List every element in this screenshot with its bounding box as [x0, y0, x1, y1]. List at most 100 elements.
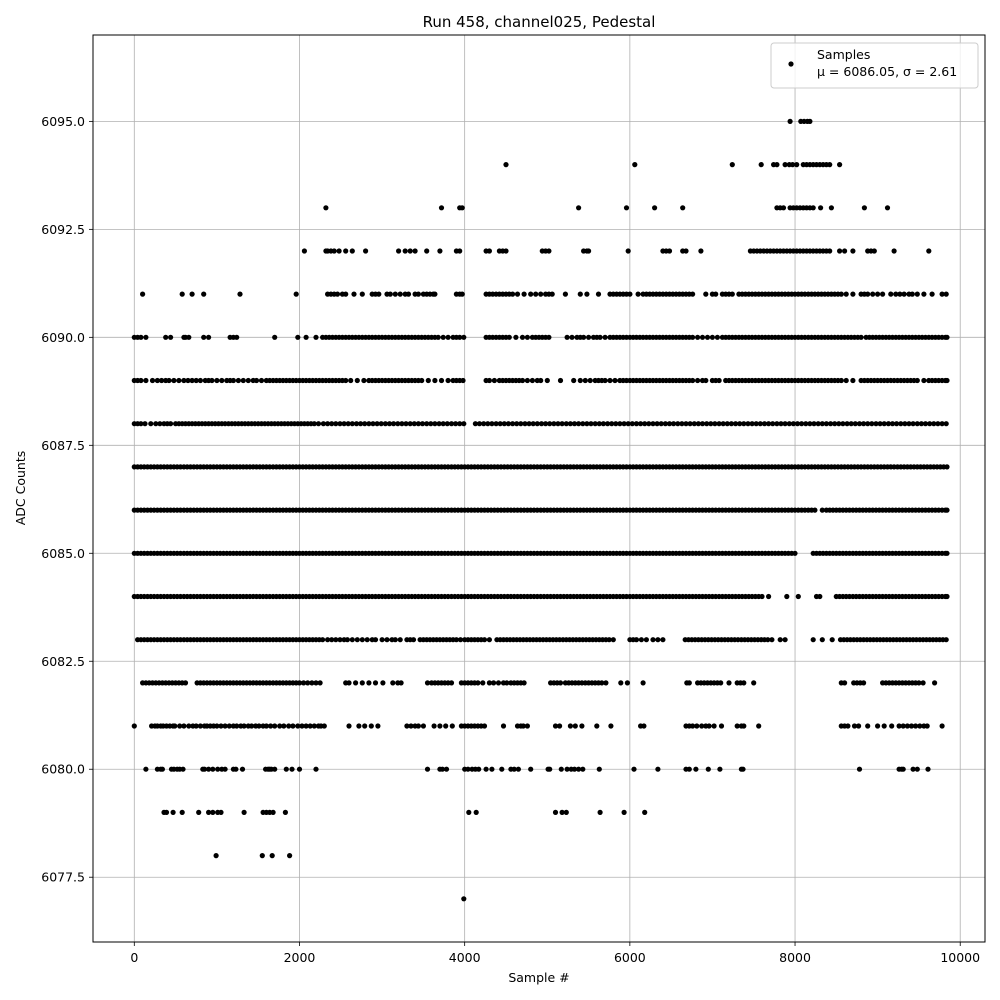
sample-point	[843, 377, 849, 384]
sample-point	[559, 809, 565, 816]
sample-point	[419, 421, 426, 427]
sample-point	[632, 162, 638, 168]
sample-point	[906, 421, 912, 427]
sample-point	[485, 421, 491, 427]
sample-point	[168, 421, 174, 427]
sample-point	[557, 680, 564, 686]
sample-point	[379, 637, 385, 643]
sample-point	[718, 723, 725, 729]
sample-point	[331, 248, 337, 254]
sample-point	[197, 377, 203, 384]
sample-point	[245, 377, 251, 384]
sample-point	[683, 248, 689, 254]
sample-point	[774, 421, 780, 427]
sample-point	[837, 162, 843, 168]
sample-point	[836, 421, 842, 427]
sample-point	[343, 248, 349, 254]
sample-point	[666, 421, 673, 427]
sample-point	[845, 723, 851, 729]
sample-point	[392, 637, 398, 643]
sample-point	[625, 421, 631, 427]
sample-point	[943, 421, 949, 427]
chart-title: Run 458, channel025, Pedestal	[423, 13, 656, 31]
sample-point	[209, 377, 215, 384]
sample-point	[828, 421, 834, 427]
sample-point	[827, 248, 833, 254]
sample-point	[584, 421, 590, 427]
sample-point	[633, 637, 640, 643]
sample-point	[823, 421, 830, 427]
sample-point	[741, 723, 747, 729]
sample-point	[597, 809, 603, 816]
sample-point	[524, 377, 531, 384]
sample-point	[650, 637, 656, 643]
sample-point	[929, 291, 935, 297]
x-tick-label: 10000	[940, 950, 980, 965]
sample-point	[877, 421, 883, 427]
sample-point	[303, 723, 309, 729]
sample-point	[382, 421, 388, 427]
sample-point	[182, 680, 189, 686]
sample-point	[900, 766, 906, 772]
sample-point	[268, 723, 274, 729]
sample-point	[486, 377, 492, 384]
sample-point	[431, 723, 437, 729]
sample-point	[552, 809, 559, 816]
sample-point	[375, 723, 381, 729]
sample-point	[329, 637, 335, 643]
sample-point	[842, 248, 848, 254]
sample-point	[397, 637, 403, 643]
sample-point	[602, 377, 608, 384]
sample-point	[902, 421, 908, 427]
sample-point	[345, 421, 351, 427]
sample-point	[695, 421, 702, 427]
sample-point	[219, 377, 225, 384]
sample-point	[143, 377, 149, 384]
sample-point	[491, 680, 497, 686]
sample-point	[391, 421, 397, 427]
sample-point	[920, 680, 926, 686]
sample-point	[282, 809, 288, 816]
sample-point	[600, 421, 607, 427]
sample-point	[646, 421, 652, 427]
sample-point	[939, 421, 945, 427]
sample-point	[359, 291, 365, 297]
sample-point	[803, 421, 809, 427]
sample-point	[320, 421, 326, 427]
sample-point	[815, 421, 821, 427]
sample-point	[256, 723, 262, 729]
sample-point	[358, 421, 364, 427]
sample-point	[272, 766, 278, 772]
sample-point	[602, 334, 608, 340]
sample-point	[301, 248, 307, 254]
sample-point	[472, 421, 478, 427]
sample-point	[193, 377, 199, 384]
sample-point	[514, 421, 520, 427]
sample-point	[138, 421, 144, 427]
sample-point	[690, 291, 696, 297]
sample-point	[515, 766, 522, 772]
sample-point	[513, 334, 519, 340]
sample-point	[307, 723, 313, 729]
sample-point	[534, 421, 540, 427]
grid-lines	[93, 35, 985, 942]
sample-point	[396, 248, 402, 254]
sample-point	[305, 680, 311, 686]
sample-point	[888, 291, 894, 297]
sample-point	[179, 809, 185, 816]
sample-point	[939, 723, 945, 729]
sample-point	[438, 205, 445, 211]
sample-point	[235, 377, 241, 384]
sample-point	[457, 421, 463, 427]
sample-point	[624, 680, 631, 686]
sample-point	[693, 766, 699, 772]
sample-point	[842, 680, 848, 686]
sample-point	[163, 334, 169, 340]
x-tick-label: 6000	[614, 950, 646, 965]
sample-point	[286, 723, 292, 729]
sample-point	[699, 421, 706, 427]
sample-point	[914, 291, 920, 297]
sample-point	[897, 291, 903, 297]
sample-point	[594, 723, 600, 729]
